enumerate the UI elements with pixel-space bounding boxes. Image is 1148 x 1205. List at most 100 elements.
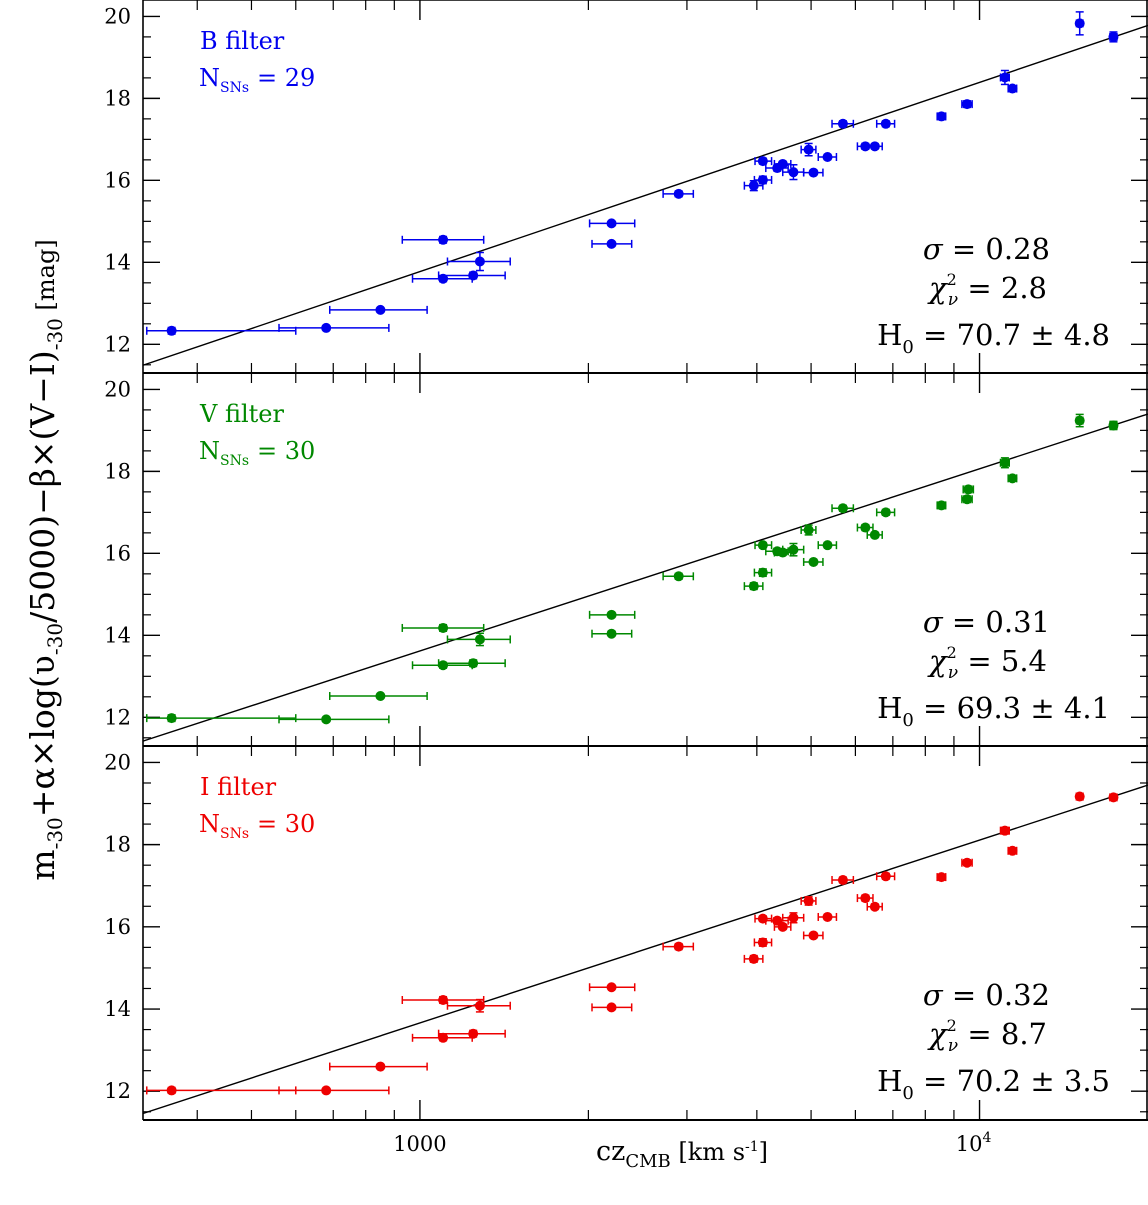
data-marker [606,982,617,993]
y-tick-label: 20 [104,4,131,28]
data-point [773,921,792,932]
data-marker [1007,83,1018,94]
h0-stat: H0 = 70.7 ± 4.8 [877,318,1110,358]
data-marker [837,874,848,885]
data-point [743,953,764,964]
data-marker [166,713,177,724]
data-marker [962,494,973,505]
data-point [401,622,485,633]
data-point [817,911,838,922]
data-point [146,325,297,336]
filter-label: V filter [199,400,284,428]
data-marker [438,660,449,671]
panel-i: 12 14 16 18 20 I filter NSNs = 30 σ = 0.32 χ2 ν = … [104,746,1148,1121]
data-point [328,304,428,315]
data-marker [962,99,973,110]
data-marker [1074,791,1085,802]
data-marker [375,1061,386,1072]
fit-line [143,413,1148,742]
data-marker [999,825,1010,836]
filter-label: I filter [200,773,277,801]
data-marker [880,871,891,882]
data-marker [606,218,617,229]
chi2-stat: χ2 ν = 8.7 [927,1016,1047,1056]
data-point [591,238,633,249]
data-marker [962,857,973,868]
data-point [743,581,764,592]
data-marker [860,893,871,904]
data-point [754,540,773,551]
y-tick-label: 18 [104,833,131,857]
data-point [875,118,896,129]
data-marker [1108,792,1119,803]
data-marker [803,524,814,535]
sigma-stat: σ = 0.32 [923,978,1050,1012]
data-point [753,937,773,948]
y-tick-label: 16 [104,541,131,565]
data-marker [673,571,684,582]
data-point [802,930,824,941]
h0-stat: H0 = 69.3 ± 4.1 [877,691,1110,731]
data-point [1007,845,1018,856]
data-point [961,494,973,505]
data-point [753,174,773,185]
data-point [936,500,947,511]
data-marker [822,540,833,551]
data-point [802,167,824,178]
data-marker [606,238,617,249]
data-marker [788,912,799,923]
data-point [754,913,773,924]
data-point [437,270,506,281]
y-tick-label: 18 [104,459,131,483]
data-marker [869,529,880,540]
data-point [437,1028,506,1039]
data-marker [748,581,759,592]
sigma-stat: σ = 0.31 [923,605,1050,639]
n-sns-label: NSNs = 30 [199,437,315,469]
y-tick-label: 16 [104,168,131,192]
y-tick-label: 20 [104,377,131,401]
data-point [401,994,485,1005]
data-marker [1007,473,1018,484]
data-point [1007,83,1018,94]
y-tick-label: 12 [104,1079,131,1103]
data-marker [822,911,833,922]
data-point [591,628,633,639]
data-marker [468,270,479,281]
data-point [662,188,695,199]
data-marker [788,167,799,178]
data-marker [748,180,759,191]
data-point [800,895,817,906]
data-marker [803,144,814,155]
data-point [802,556,824,567]
data-point [588,609,636,620]
data-marker [468,658,479,669]
data-point [588,218,636,229]
data-marker [880,118,891,129]
y-tick-label: 12 [104,332,131,356]
data-marker [808,167,819,178]
n-sns-label: NSNs = 30 [199,810,315,842]
data-point [446,632,511,647]
data-point [146,1085,297,1096]
data-point [328,690,428,701]
data-point [866,141,883,152]
data-marker [999,72,1010,83]
y-tick-label: 20 [104,750,131,774]
data-marker [438,1032,449,1043]
data-marker [438,994,449,1005]
data-point [961,857,973,868]
data-point [831,503,855,514]
data-point [588,982,636,993]
n-sns-label: NSNs = 29 [199,64,315,96]
data-marker [808,556,819,567]
data-point [753,567,773,578]
y-tick-label: 14 [104,997,131,1021]
data-marker [468,1028,479,1039]
data-marker [474,634,485,645]
data-marker [438,622,449,633]
data-point [999,457,1010,469]
data-point [999,69,1010,86]
data-point [1074,413,1085,428]
data-marker [837,118,848,129]
